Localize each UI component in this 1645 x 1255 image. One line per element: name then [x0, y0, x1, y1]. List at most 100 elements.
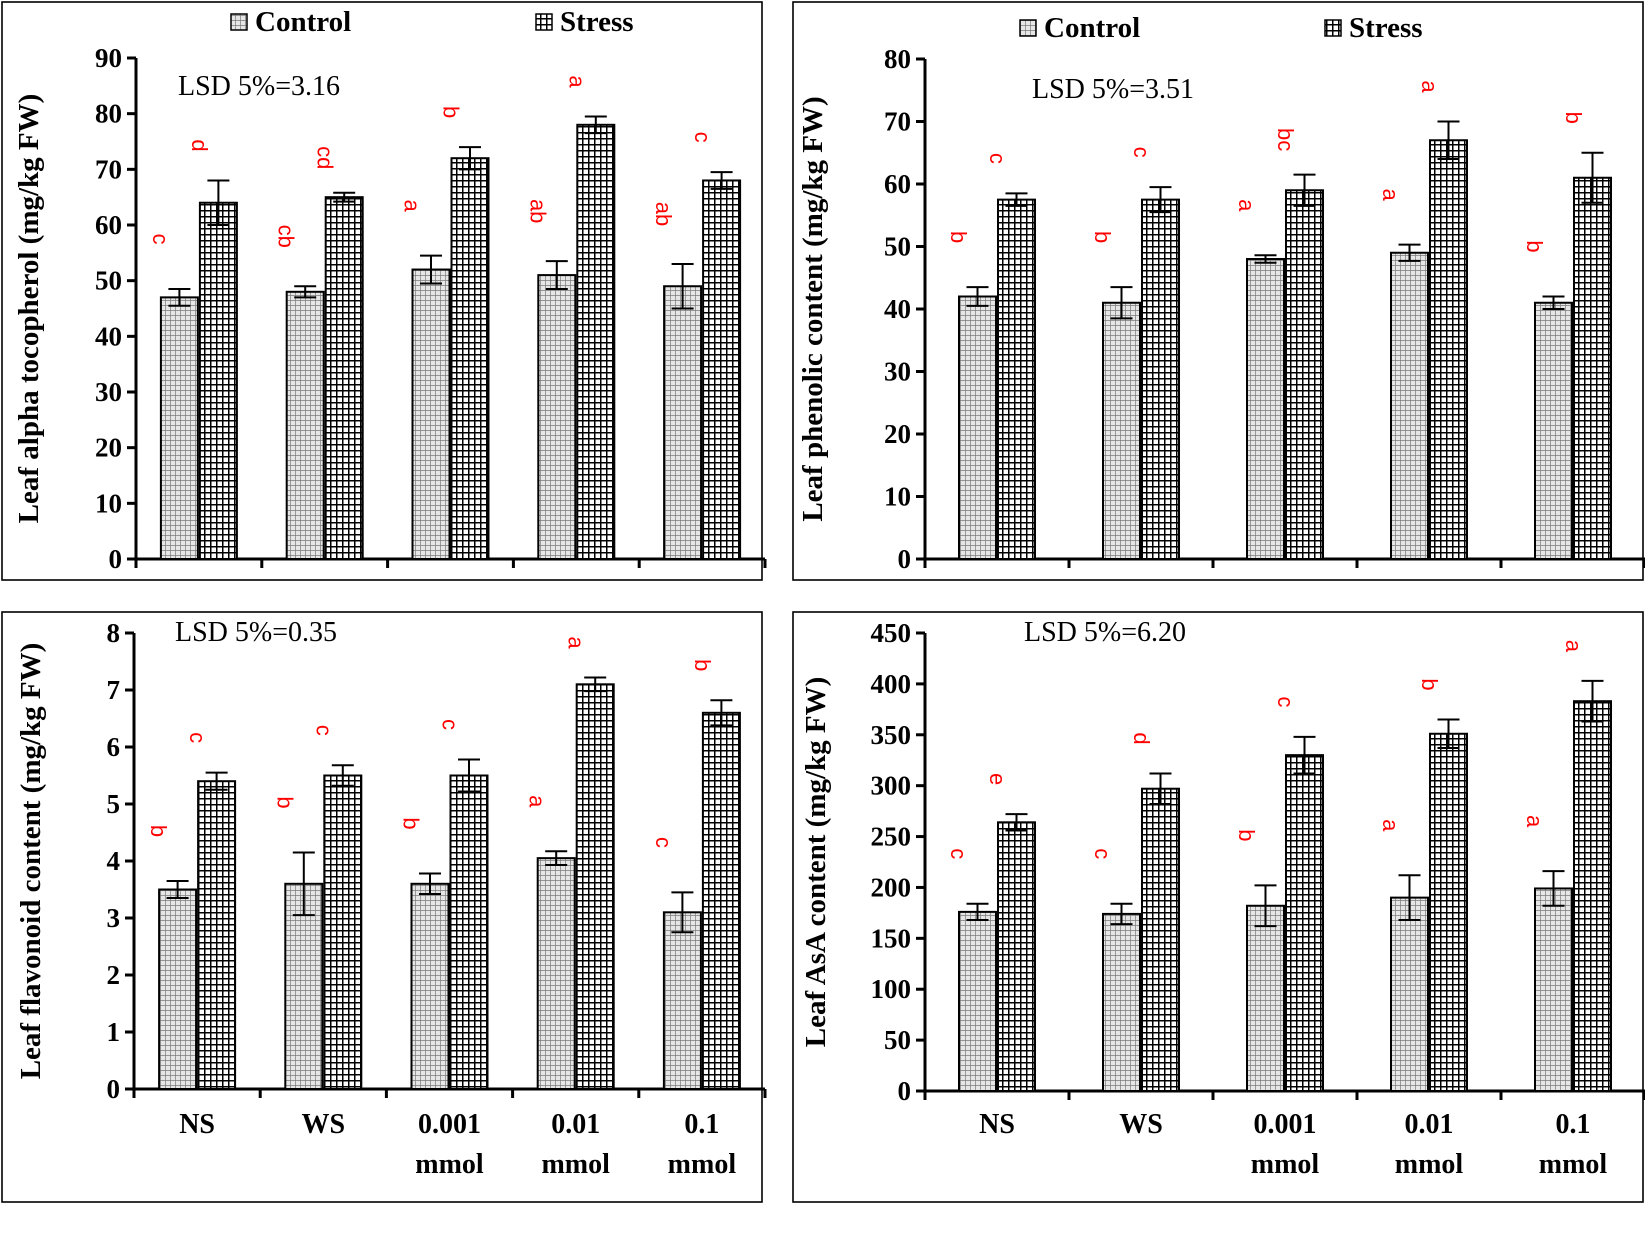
bar-stress	[997, 198, 1036, 560]
significance-letter: bc	[1273, 128, 1298, 151]
category-label: mmol	[1251, 1149, 1320, 1180]
y-tick-label: 40	[884, 294, 911, 324]
bar-stress	[702, 179, 742, 560]
bar-control	[1102, 912, 1141, 1093]
significance-letter: b	[1417, 678, 1442, 690]
bar-control	[159, 296, 199, 560]
significance-letter: a	[1561, 640, 1586, 653]
y-tick-label: 70	[884, 107, 911, 137]
category-label: 0.1	[1556, 1109, 1591, 1140]
bar-stress	[449, 774, 489, 1090]
bar-stress	[1285, 754, 1324, 1093]
significance-letter: c	[438, 719, 463, 730]
y-tick-label: 60	[884, 169, 911, 199]
category-label: 0.001	[418, 1109, 481, 1140]
category-label: 0.001	[1254, 1109, 1317, 1140]
significance-letter: c	[1273, 696, 1298, 707]
y-tick-label: 10	[95, 488, 122, 518]
bar-control	[1246, 258, 1285, 560]
bar-control	[1246, 904, 1285, 1093]
y-axis-title: Leaf phenolic content (mg/kg FW)	[797, 96, 829, 521]
y-tick-label: 0	[898, 544, 912, 574]
chart-panel-3: 0 1 2 3 4 5 6 7 8 Leaf flavonoid content (mg/kg F…	[1, 611, 767, 1203]
y-tick-label: 80	[95, 99, 122, 129]
chart-panel-2: 0 10 20 30 40 50 60 70 80 Leaf phenolic content (…	[792, 1, 1645, 581]
bar-stress	[997, 821, 1036, 1092]
significance-letter: d	[1129, 732, 1154, 744]
bar-control	[285, 290, 325, 560]
y-tick-label: 4	[107, 846, 121, 876]
significance-letter: a	[564, 636, 589, 649]
significance-letter: a	[525, 795, 550, 808]
y-tick-label: 0	[109, 544, 123, 574]
legend-swatch-stress	[535, 13, 553, 31]
legend-swatch-stress	[1324, 19, 1342, 37]
significance-letter: a	[1378, 819, 1403, 832]
significance-letter: a	[400, 199, 425, 212]
bar-control	[411, 268, 451, 560]
y-tick-label: 6	[107, 732, 121, 762]
y-tick-label: 30	[884, 357, 911, 387]
category-label: mmol	[668, 1149, 737, 1180]
significance-letter: cd	[313, 146, 338, 169]
bar-stress	[1141, 198, 1180, 560]
significance-letter: e	[985, 773, 1010, 785]
y-tick-label: 50	[884, 232, 911, 262]
significance-letter: d	[187, 139, 212, 151]
lsd-annotation: LSD 5%=6.20	[1024, 617, 1186, 648]
bar-control	[536, 857, 576, 1091]
y-tick-label: 250	[871, 822, 912, 852]
significance-letter: a	[1234, 199, 1259, 212]
category-label: 0.01	[551, 1109, 600, 1140]
significance-letter: c	[690, 132, 715, 143]
panel-frame	[792, 1, 1644, 581]
significance-letter: a	[1417, 80, 1442, 93]
bar-stress	[324, 196, 364, 561]
y-tick-label: 150	[871, 923, 912, 953]
category-label: WS	[1119, 1109, 1163, 1140]
bar-control	[537, 274, 577, 560]
significance-letter: a	[1522, 815, 1547, 828]
bar-control	[1390, 896, 1429, 1092]
bar-control	[1390, 251, 1429, 560]
legend-label-stress: Stress	[1349, 12, 1423, 44]
legend-label-stress: Stress	[560, 6, 634, 38]
legend-swatch-control	[230, 13, 248, 31]
category-label: 0.1	[684, 1109, 719, 1140]
category-label: mmol	[415, 1149, 484, 1180]
bar-control	[1102, 301, 1141, 560]
y-tick-label: 1	[107, 1017, 121, 1047]
y-tick-label: 40	[95, 321, 122, 351]
y-tick-label: 200	[871, 872, 912, 902]
bar-control	[662, 911, 702, 1090]
y-tick-label: 350	[871, 720, 912, 750]
y-tick-label: 2	[107, 960, 121, 990]
significance-letter: ab	[525, 199, 550, 223]
bar-stress	[1429, 732, 1468, 1092]
bar-control	[958, 910, 997, 1092]
significance-letter: b	[946, 231, 971, 243]
y-tick-label: 60	[95, 210, 122, 240]
significance-letter: cb	[274, 225, 299, 248]
significance-letter: a	[1378, 189, 1403, 202]
bar-control	[1534, 887, 1573, 1092]
y-axis-title: Leaf alpha tocopherol (mg/kg FW)	[13, 94, 45, 524]
y-tick-label: 3	[107, 903, 121, 933]
bar-stress	[197, 780, 237, 1090]
bar-stress	[1285, 189, 1324, 560]
category-label: WS	[302, 1109, 346, 1140]
bar-control	[158, 888, 198, 1090]
bar-stress	[575, 683, 615, 1090]
legend-label-control: Control	[1044, 12, 1140, 44]
category-label: mmol	[541, 1149, 610, 1180]
lsd-annotation: LSD 5%=3.51	[1032, 74, 1194, 105]
bar-stress	[576, 123, 616, 561]
bar-stress	[1141, 787, 1180, 1092]
legend-label-control: Control	[255, 6, 351, 38]
lsd-annotation: LSD 5%=3.16	[178, 71, 340, 102]
significance-letter: c	[185, 732, 210, 743]
significance-letter: ab	[651, 202, 676, 226]
y-tick-label: 450	[871, 618, 912, 648]
